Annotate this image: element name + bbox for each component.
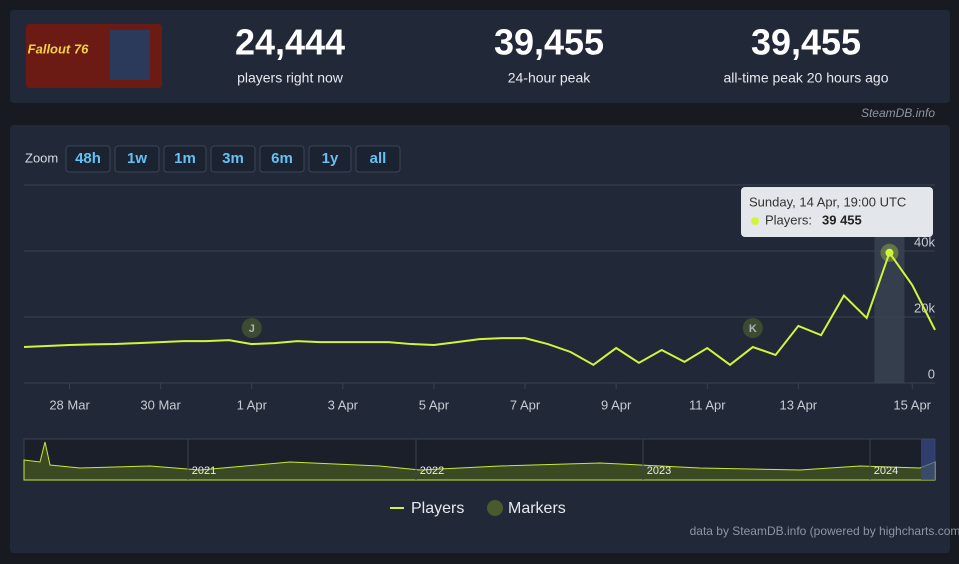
stat-value: 39,455 (751, 22, 861, 63)
zoom-button[interactable] (163, 145, 207, 173)
zoom-button[interactable] (114, 145, 160, 173)
zoom-button-label[interactable]: 1y (322, 150, 339, 167)
navigator-year: 2023 (647, 465, 671, 477)
zoom-button-label[interactable]: 3m (222, 150, 244, 167)
stat-label: all-time peak 20 hours ago (724, 70, 889, 86)
x-tick-label: 28 Mar (49, 397, 90, 412)
tooltip-label: Players: (765, 212, 812, 227)
series-line (23, 250, 936, 367)
marker-label: J (249, 323, 255, 335)
navigator-year: 2022 (420, 465, 444, 477)
credit[interactable]: SteamDB.info (861, 106, 935, 120)
zoom-button-label[interactable]: 48h (75, 150, 101, 167)
hover-band (874, 236, 905, 383)
tooltip-date: Sunday, 14 Apr, 19:00 UTC (749, 194, 906, 209)
tooltip-value: 39 455 (822, 212, 862, 227)
x-tick-label: 1 Apr (237, 397, 268, 412)
x-tick-label: 7 Apr (510, 397, 541, 412)
tooltip-dot (751, 217, 759, 225)
y-tick-label: 0 (928, 366, 935, 381)
hover-point (885, 248, 894, 257)
navigator-window[interactable] (921, 439, 935, 480)
stat-label: 24-hour peak (508, 70, 592, 86)
logo-text: Fallout 76 (28, 41, 89, 56)
marker-label: K (749, 323, 757, 335)
y-tick-label: 40k (914, 234, 935, 249)
legend-marker (487, 500, 503, 516)
logo-figure (110, 30, 150, 80)
navigator-year: 2024 (874, 465, 898, 477)
zoom-button[interactable] (355, 145, 401, 173)
zoom-button-label[interactable]: 6m (271, 150, 293, 167)
x-tick-label: 13 Apr (780, 397, 818, 412)
zoom-label: Zoom (25, 150, 58, 165)
x-tick-label: 3 Apr (328, 397, 359, 412)
tooltip (741, 187, 933, 237)
zoom-button[interactable] (259, 145, 305, 173)
zoom-button[interactable] (210, 145, 256, 173)
x-tick-label: 9 Apr (601, 397, 632, 412)
marker (742, 318, 763, 338)
marker (241, 318, 262, 338)
x-tick-label: 15 Apr (893, 397, 931, 412)
legend-label[interactable]: Players (411, 500, 464, 517)
zoom-button-label[interactable]: 1m (174, 150, 196, 167)
zoom-button[interactable] (65, 145, 111, 173)
zoom-button-label[interactable]: all (370, 150, 387, 167)
chart-credit[interactable]: data by SteamDB.info (powered by highcha… (690, 524, 959, 538)
navigator-year: 2021 (192, 465, 216, 477)
zoom-button[interactable] (308, 145, 352, 173)
stat-label: players right now (237, 70, 344, 86)
zoom-button-label[interactable]: 1w (127, 150, 147, 167)
stat-value: 39,455 (494, 22, 604, 63)
x-tick-label: 11 Apr (689, 397, 726, 412)
x-tick-label: 5 Apr (419, 397, 450, 412)
stat-value: 24,444 (235, 22, 345, 63)
legend-label[interactable]: Markers (508, 500, 566, 517)
stats-panel (10, 10, 950, 103)
x-tick-label: 30 Mar (140, 397, 181, 412)
